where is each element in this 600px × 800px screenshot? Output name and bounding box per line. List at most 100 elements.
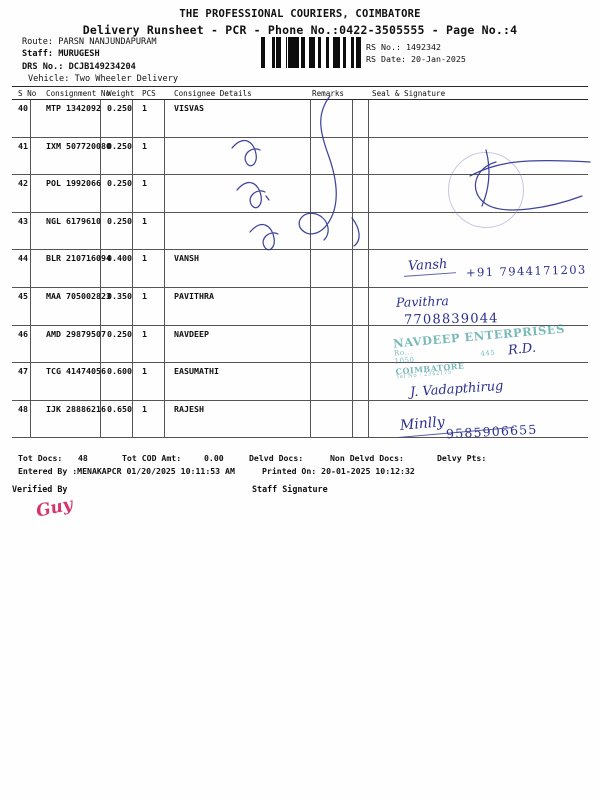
delvy-pts-label: Delvy Pts:	[437, 453, 487, 463]
row-pcs: 1	[142, 366, 147, 377]
column-divider-3	[164, 100, 165, 439]
rs-no-label: RS No.:	[366, 42, 401, 52]
row-consignee: NAVDEEP	[174, 328, 209, 339]
row-consignment-no: TCG 41474056	[46, 366, 106, 377]
column-header-seal-signature: Seal & Signature	[372, 89, 446, 98]
round-rubber-stamp	[448, 152, 524, 228]
consignment-table: S No Consignment No Weight PCS Consignee Det…	[12, 86, 588, 439]
drs-value: DCJB149234204	[68, 61, 136, 72]
entered-printed-row: Entered By :MENAKAPCR 01/20/2025 10:11:5…	[12, 465, 588, 478]
vehicle-value: Two Wheeler Delivery	[74, 74, 179, 85]
row-consignee: PAVITHRA	[174, 291, 214, 301]
totals-footer: Tot Docs: 48 Tot COD Amt: 0.00 Delvd Doc…	[12, 452, 588, 478]
row-weight: 0.250	[107, 140, 132, 151]
column-header-remarks: Remarks	[312, 89, 345, 98]
header-meta-left: Route: PARSN NANJUNDAPURAM Staff: MURUGE…	[22, 36, 178, 86]
row-weight: 0.250	[107, 178, 132, 189]
row-divider	[12, 287, 588, 288]
row-pcs: 1	[142, 140, 147, 151]
column-header-consignment-no: Consignment No	[46, 89, 111, 98]
row-serial: 44	[18, 253, 28, 264]
row-pcs: 1	[142, 253, 147, 264]
row-consignee: VANSH	[174, 253, 199, 264]
tot-docs-value: 48	[78, 453, 88, 463]
row-consignment-no: NGL 6179610	[46, 215, 101, 226]
column-header-consignee-details: Consignee Details	[174, 89, 252, 98]
column-divider-0	[30, 100, 31, 439]
row-consignee: RAJESH	[174, 403, 204, 414]
row-weight: 0.250	[107, 215, 132, 226]
row-consignment-no: IXM 507720080	[46, 140, 111, 151]
row-serial: 47	[18, 366, 28, 377]
totals-row: Tot Docs: 48 Tot COD Amt: 0.00 Delvd Doc…	[12, 452, 588, 465]
verified-by-mark: Guy	[34, 494, 75, 522]
table-top-rule	[12, 86, 588, 87]
row-pcs: 1	[142, 328, 147, 339]
tot-cod-value: 0.00	[204, 453, 224, 463]
column-divider-4	[310, 100, 311, 439]
row-weight: 0.250	[107, 328, 132, 339]
column-divider-2	[132, 100, 133, 439]
row-consignment-no: POL 1992066	[46, 178, 101, 189]
column-header-weight: Weight	[107, 89, 135, 98]
row-serial: 41	[18, 140, 28, 151]
row-weight: 0.650	[107, 403, 132, 414]
entered-by: Entered By :MENAKAPCR 01/20/2025 10:11:5…	[18, 466, 235, 476]
row-serial: 46	[18, 328, 28, 339]
column-divider-5	[352, 100, 353, 439]
header-meta-right: RS No.: 1492342 RS Date: 20-Jan-2025	[366, 41, 466, 66]
row-divider	[12, 399, 588, 401]
row-weight: 0.250	[107, 103, 132, 113]
staff-label: Staff:	[22, 49, 54, 60]
row-consignee: EASUMATHI	[174, 366, 219, 377]
non-delvd-label: Non Delvd Docs:	[330, 453, 404, 463]
row-pcs: 1	[142, 291, 147, 301]
tot-docs-label: Tot Docs:	[18, 453, 63, 463]
company-title: THE PROFESSIONAL COURIERS, COIMBATORE	[179, 8, 421, 20]
column-header-s-no: S No	[18, 89, 37, 98]
delvd-docs-label: Delvd Docs:	[249, 453, 304, 463]
row-divider	[12, 362, 588, 364]
drs-label: DRS No.:	[22, 61, 64, 72]
row-divider	[12, 249, 588, 251]
column-divider-1	[100, 100, 101, 439]
rs-date-label: RS Date:	[366, 54, 406, 65]
row-weight: 0.350	[107, 291, 132, 301]
row-serial: 40	[18, 103, 28, 113]
row-serial: 43	[18, 215, 28, 226]
row-consignment-no: MTP 1342092	[46, 103, 101, 113]
staff-signature-label: Staff Signature	[252, 484, 328, 494]
document-header: THE PROFESSIONAL COURIERS, COIMBATORE De…	[0, 8, 600, 37]
column-divider-6	[368, 100, 369, 439]
row-consignment-no: BLR 210716094	[46, 253, 111, 264]
rs-no-value: 1492342	[405, 42, 441, 52]
row-consignment-no: IJK 28886216	[46, 403, 106, 414]
row-weight: 0.600	[107, 366, 132, 377]
page-title: Delivery Runsheet - PCR - Phone No.:0422…	[82, 23, 518, 37]
vehicle-label: Vehicle:	[28, 74, 70, 85]
row-consignee: VISVAS	[174, 103, 204, 113]
row-pcs: 1	[142, 178, 147, 189]
stamp-line4: 445	[480, 348, 496, 359]
row-divider	[12, 324, 588, 326]
row-pcs: 1	[142, 403, 147, 414]
route-label: Route:	[22, 37, 54, 47]
rs-date-value: 20-Jan-2025	[410, 54, 466, 65]
verified-by-label: Verified By	[12, 484, 68, 494]
row-serial: 45	[18, 291, 28, 301]
tot-cod-label: Tot COD Amt:	[122, 453, 182, 463]
printed-on: Printed On: 20-01-2025 10:12:32	[262, 466, 415, 476]
staff-value: MURUGESH	[58, 49, 100, 60]
barcode	[258, 37, 361, 68]
row-serial: 48	[18, 403, 28, 414]
row-consignment-no: MAA 705002823	[46, 291, 111, 301]
table-body: 40 MTP 1342092 0.250 1 VISVAS 41 IXM 507720080…	[12, 100, 588, 439]
row-consignment-no: AMD 29879507	[46, 328, 106, 339]
row-divider	[12, 437, 588, 439]
row-weight: 0.400	[107, 253, 132, 264]
row-serial: 42	[18, 178, 28, 189]
route-value: PARSN NANJUNDAPURAM	[58, 37, 157, 47]
row-divider	[12, 136, 588, 138]
column-header-pcs: PCS	[142, 89, 156, 98]
